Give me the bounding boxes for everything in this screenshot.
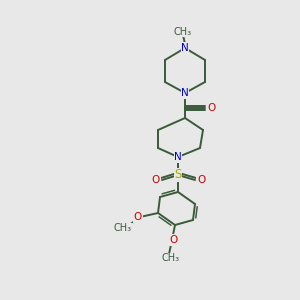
Text: S: S — [174, 169, 182, 182]
Text: O: O — [134, 212, 142, 222]
Text: CH₃: CH₃ — [162, 253, 180, 263]
Text: N: N — [181, 88, 189, 98]
Text: O: O — [170, 235, 178, 245]
Text: CH₃: CH₃ — [174, 27, 192, 37]
Text: N: N — [181, 43, 189, 53]
Text: O: O — [208, 103, 216, 113]
Text: CH₃: CH₃ — [114, 223, 132, 233]
Text: N: N — [174, 152, 182, 162]
Text: O: O — [197, 175, 205, 185]
Text: O: O — [152, 175, 160, 185]
